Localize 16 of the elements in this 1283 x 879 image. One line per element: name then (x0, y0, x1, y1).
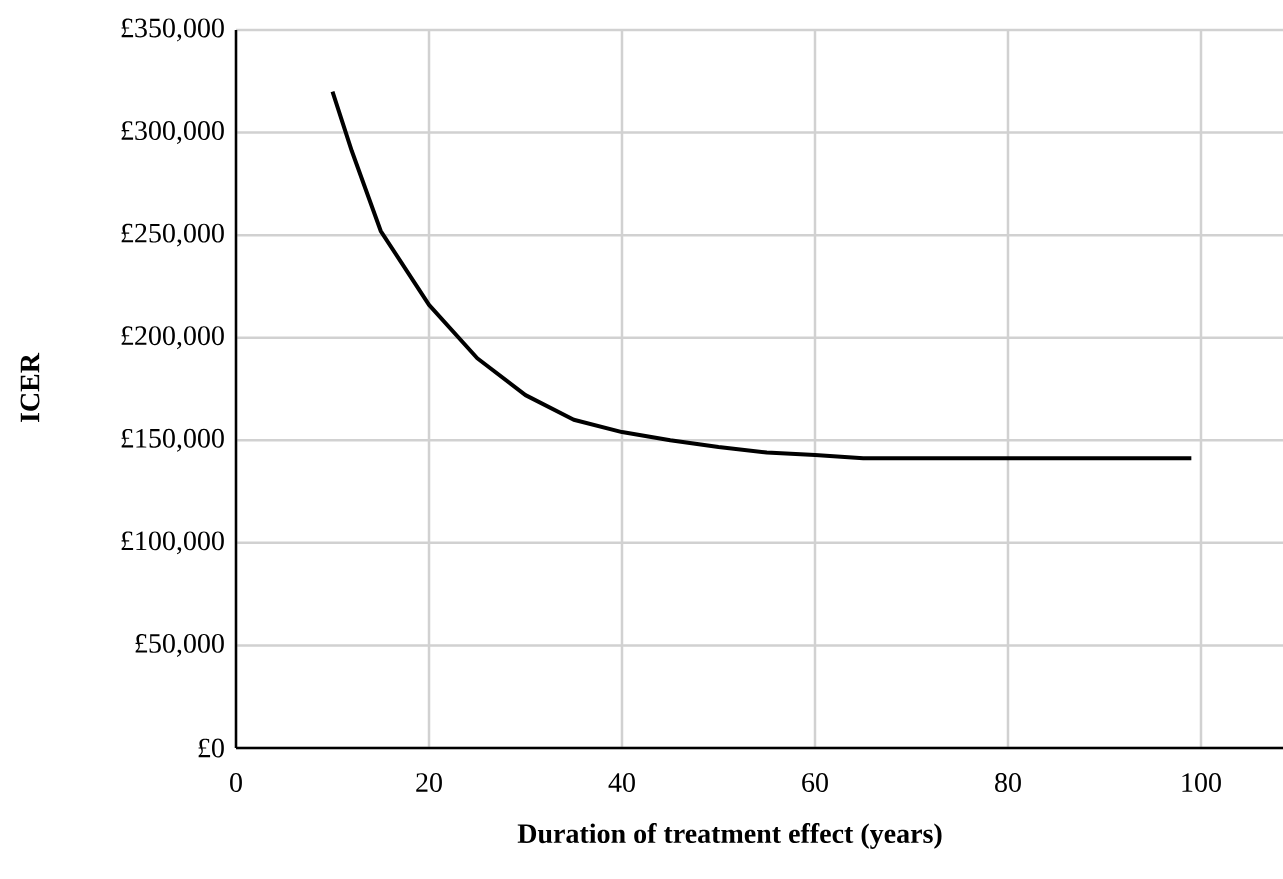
x-tick-label: 0 (230, 773, 242, 792)
x-tick-label: 100 (1182, 773, 1221, 792)
y-axis-title: ICER (20, 352, 40, 423)
x-axis-title: Duration of treatment effect (years) (517, 823, 942, 849)
y-tick-label: £100,000 (121, 531, 224, 555)
x-tick-label: 40 (608, 773, 635, 792)
y-tick-label: £350,000 (121, 18, 224, 42)
y-tick-label: £200,000 (121, 326, 224, 350)
x-tick-label: 80 (995, 773, 1021, 792)
y-tick-label: £50,000 (135, 633, 224, 657)
y-tick-label: £250,000 (121, 223, 224, 247)
y-tick-label: £0 (198, 738, 224, 758)
y-tick-label: £300,000 (121, 121, 224, 145)
x-tick-label: 20 (416, 773, 442, 792)
y-tick-label: £150,000 (121, 428, 224, 452)
x-tick-label: 60 (802, 773, 828, 792)
